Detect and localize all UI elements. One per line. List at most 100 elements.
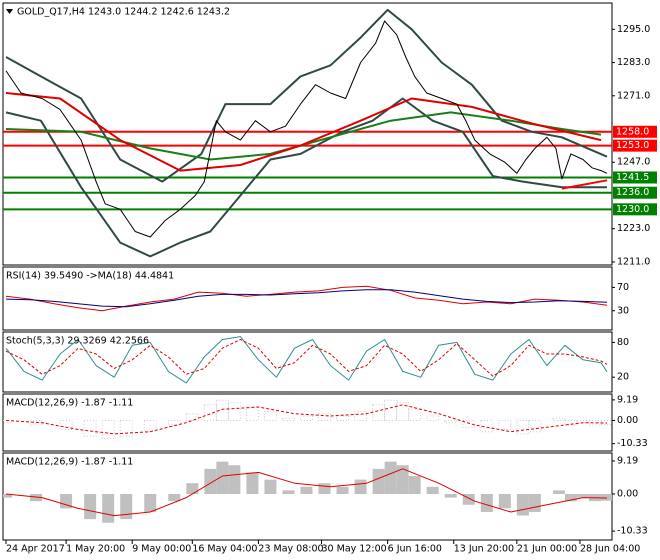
y-tick-label: 30 [617,305,629,316]
histogram-bar [564,419,578,426]
y-tick-label: 1223.0 [617,223,650,234]
histogram-bar [30,493,43,502]
series-line [5,404,608,435]
histogram-bar [516,493,529,516]
series-line [561,179,608,190]
x-tick-label: 6 Jun 16:00 [388,544,442,555]
histogram-bar [59,419,73,430]
series-line [5,92,602,172]
panel-plot [3,8,612,258]
level-label-box [613,139,657,152]
histogram-bar [528,419,542,433]
series-line [5,8,608,183]
histogram-bar [444,493,457,498]
histogram-bar [480,493,493,512]
histogram-bar [384,461,397,494]
level-label: 1236.0 [616,187,649,198]
histogram-bar [3,419,13,424]
level-label-box [613,203,657,216]
histogram-bar [101,419,115,439]
histogram-bar [576,419,590,424]
histogram-bar [216,461,229,494]
histogram-bar [204,468,217,494]
level-label-box [613,125,657,138]
x-tick-label: 1 May 20:00 [66,544,125,555]
y-tick-label: -10.33 [617,438,648,449]
histogram-bar [84,493,97,520]
histogram-bar [528,493,541,512]
histogram-bar [102,493,115,523]
histogram-bar [215,399,229,421]
histogram-bar [168,493,181,502]
panel-frame [2,266,613,331]
y-tick-label: 9.19 [617,394,638,405]
y-tick-label: 1271.0 [617,90,650,101]
x-tick-label: 9 May 00:00 [132,544,191,555]
histogram-bar [318,483,331,494]
level-label: 1230.0 [616,204,649,215]
histogram-bar [186,483,199,494]
y-tick-label: 0.00 [617,415,638,426]
level-label: 1241.5 [616,172,649,183]
panel-title: GOLD_Q17,H4 1243.0 1244.2 1242.6 1243.2 [17,7,230,18]
y-tick-label: 20 [617,372,629,383]
x-tick-label: 24 Apr 2017 [6,544,65,555]
histogram-bar [426,415,440,421]
histogram-bar [144,493,157,512]
menu-triangle [6,9,13,14]
histogram-bar [480,419,494,433]
histogram-bar [60,493,73,509]
histogram-bar [263,411,277,421]
histogram-bar [227,402,241,421]
histogram-bar [552,490,565,494]
histogram-bar [185,413,199,421]
panel-title: MACD(12,26,9) -1.87 -1.11 [6,457,133,468]
histogram-bar [444,419,458,424]
histogram-bar [281,417,295,421]
histogram-bar [552,417,566,421]
y-tick-label: 1211.0 [617,256,650,267]
series-line [5,289,608,308]
panel-plot [5,285,608,312]
x-tick-label: 16 May 04:00 [192,544,257,555]
histogram-bar [246,472,259,494]
x-tick-label: 21 Jun 00:00 [517,544,577,555]
histogram-bar [384,399,398,421]
y-tick-label: 0.00 [617,488,638,499]
histogram-bar [372,468,385,494]
panel-title: MACD(12,26,9) -1.87 -1.11 [6,398,133,409]
series-line [5,468,608,517]
histogram-bar [576,493,589,498]
histogram-bar [498,493,511,509]
y-tick-label: 80 [617,337,629,348]
panel-plot [5,336,608,384]
histogram-bar [462,419,476,428]
histogram-bar [120,493,133,520]
panel-title: RSI(14) 39.5490 ->MA(18) 44.4841 [6,271,174,282]
x-tick-label: 30 May 12:00 [322,544,387,555]
histogram-bar [300,415,313,421]
histogram-bar [3,493,12,498]
histogram-bar [462,493,475,505]
histogram-bar [408,408,422,421]
panel-plot [3,461,612,523]
histogram-bar [318,413,332,421]
level-label: 1253.0 [616,140,649,151]
y-tick-label: 1247.0 [617,157,650,168]
series-line [5,20,608,238]
panel-plot [3,399,612,439]
histogram-bar [408,476,421,494]
histogram-bar [588,419,602,426]
series-line [5,339,608,377]
level-label: 1258.0 [616,126,649,137]
histogram-bar [354,411,368,421]
histogram-bar [203,404,217,421]
histogram-bar [228,465,241,494]
panel-frame [2,393,613,452]
histogram-bar [426,486,439,494]
histogram-bar [336,486,349,494]
histogram-bar [498,419,512,430]
histogram-bar [282,490,295,494]
series-line [5,336,608,384]
